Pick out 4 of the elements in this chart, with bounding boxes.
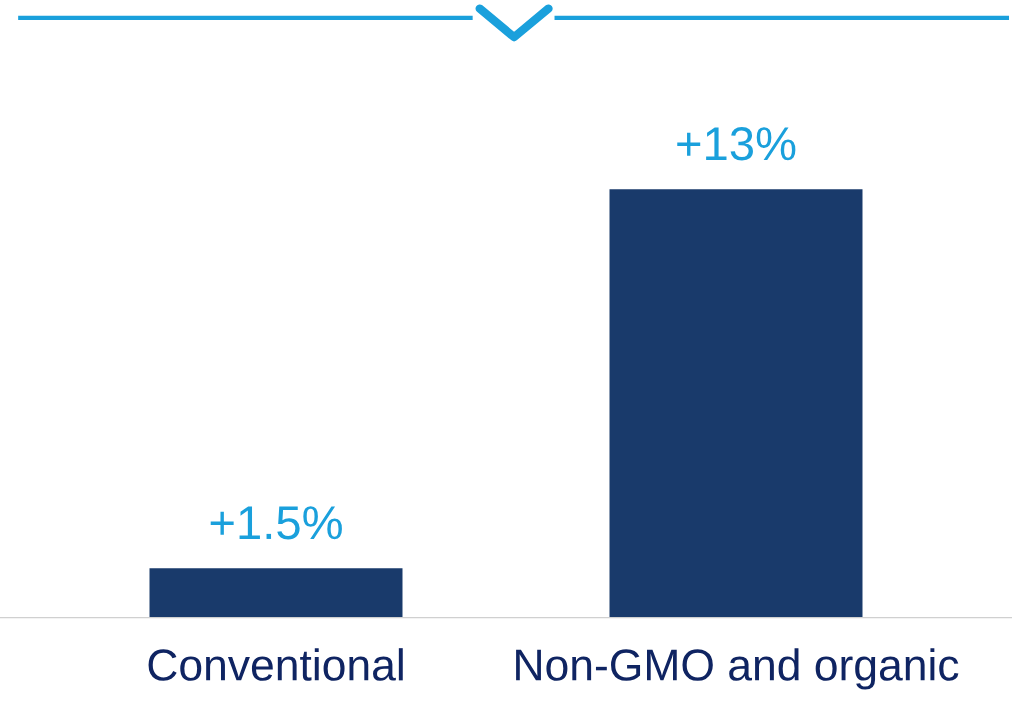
data-label: +13% — [677, 126, 796, 161]
x-tick-label: Non-GMO and organic — [516, 648, 959, 690]
data-label: +1.5% — [210, 506, 342, 540]
x-tick-label: Conventional — [148, 648, 403, 681]
